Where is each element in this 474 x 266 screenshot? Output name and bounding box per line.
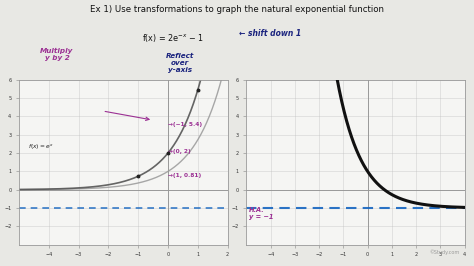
Text: Reflect
over
y-axis: Reflect over y-axis xyxy=(166,53,194,73)
Text: Ex 1) Use transformations to graph the natural exponential function: Ex 1) Use transformations to graph the n… xyxy=(90,5,384,14)
Text: ©Study.com: ©Study.com xyxy=(429,250,460,255)
Text: ← shift down 1: ← shift down 1 xyxy=(239,29,301,38)
Text: $f(x) = e^x$: $f(x) = e^x$ xyxy=(28,143,54,152)
Text: →(1, 0.81): →(1, 0.81) xyxy=(168,173,201,178)
Text: f(x) = 2e$^{-x}$ $-$ 1: f(x) = 2e$^{-x}$ $-$ 1 xyxy=(142,32,204,44)
Text: Multiply
y by 2: Multiply y by 2 xyxy=(40,48,73,61)
Text: →(0, 2): →(0, 2) xyxy=(168,149,191,154)
Text: →(−1, 5.4): →(−1, 5.4) xyxy=(168,122,202,127)
Text: H.A.
y = −1: H.A. y = −1 xyxy=(249,207,273,221)
